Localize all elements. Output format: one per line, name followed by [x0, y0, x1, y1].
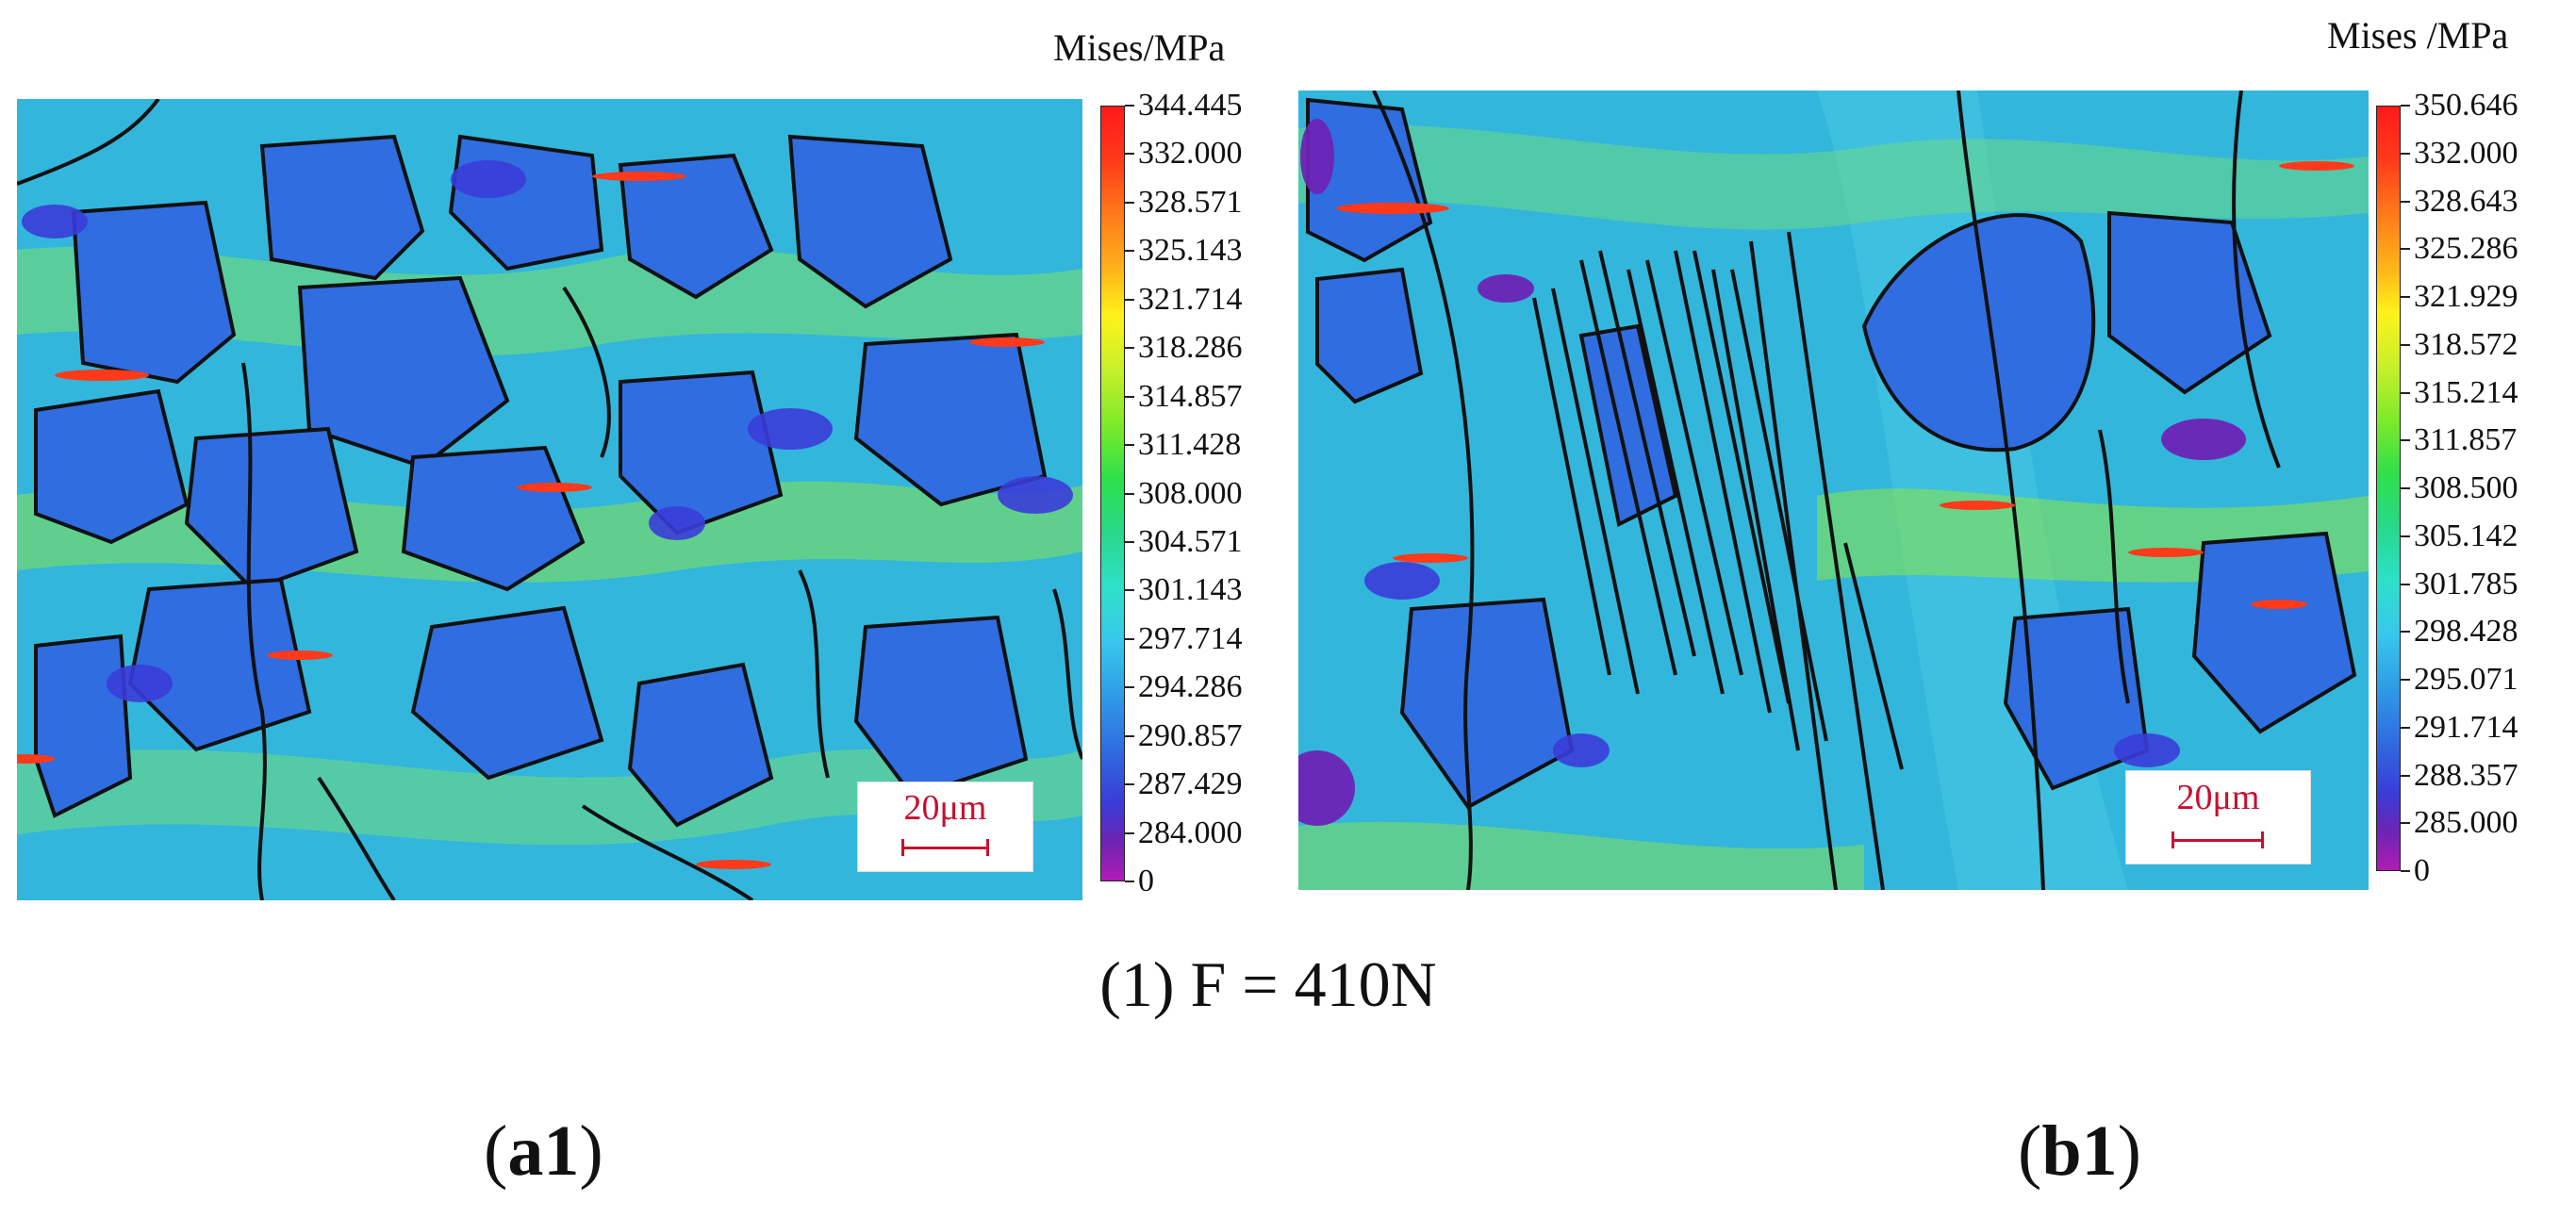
scale-bar-box-a1: 20μm: [857, 782, 1033, 872]
scale-bar-cap-right-b1: [2261, 831, 2264, 848]
colorbar-tick-mark-a1: [1125, 395, 1134, 398]
colorbar-tick-mark-a1: [1125, 881, 1134, 882]
subfigure-label-text-b1: b1: [2041, 1111, 2118, 1191]
colorbar-tick-label-b1: 288.357: [2414, 757, 2518, 793]
colorbar-tick-label-b1: 308.500: [2414, 470, 2518, 505]
colorbar-a1: [1100, 106, 1125, 881]
colorbar-tick-mark-a1: [1125, 444, 1134, 447]
colorbar-tick-mark-a1: [1125, 734, 1134, 737]
colorbar-tick-label-a1: 304.571: [1138, 523, 1243, 559]
grain-contour-a1: [17, 99, 1082, 900]
stress-map-a1: [17, 99, 1082, 900]
colorbar-title-b1: Mises /MPa: [2327, 14, 2509, 57]
colorbar-tick-mark-b1: [2401, 583, 2410, 585]
colorbar-tick-label-a1: 344.445: [1138, 88, 1243, 123]
colorbar-tick-mark-a1: [1125, 589, 1134, 592]
colorbar-tick-mark-a1: [1125, 686, 1134, 689]
colorbar-tick-mark-b1: [2401, 870, 2410, 872]
colorbar-tick-mark-b1: [2401, 343, 2410, 346]
colorbar-tick-label-a1: 301.143: [1138, 572, 1243, 608]
subfigure-label-a1: (a1): [484, 1111, 603, 1191]
colorbar-b1: [2376, 106, 2401, 871]
colorbar-tick-label-b1: 321.929: [2414, 279, 2518, 314]
colorbar-tick-mark-b1: [2401, 774, 2410, 777]
colorbar-tick-label-a1: 297.714: [1138, 620, 1243, 656]
colorbar-tick-label-a1: 328.571: [1138, 184, 1243, 220]
colorbar-tick-mark-b1: [2401, 487, 2410, 489]
grain-contour-b1: [1298, 91, 2369, 890]
stress-map-b1: [1298, 91, 2369, 890]
scale-bar-label-b1: 20μm: [2176, 778, 2260, 817]
colorbar-tick-mark-b1: [2401, 679, 2410, 681]
colorbar-tick-label-b1: 301.785: [2414, 566, 2518, 601]
colorbar-tick-label-b1: 325.286: [2414, 231, 2518, 267]
scale-bar-cap-right-a1: [986, 839, 989, 856]
colorbar-tick-label-a1: 311.428: [1138, 427, 1242, 463]
colorbar-tick-label-b1: 295.071: [2414, 662, 2518, 697]
colorbar-tick-label-b1: 332.000: [2414, 135, 2518, 171]
colorbar-tick-mark-a1: [1125, 783, 1134, 786]
colorbar-tick-label-b1: 305.142: [2414, 518, 2518, 553]
scale-bar-label-a1: 20μm: [903, 788, 987, 828]
colorbar-title-a1: Mises/MPa: [1053, 26, 1226, 69]
colorbar-tick-label-b1: 318.572: [2414, 326, 2518, 362]
colorbar-tick-mark-b1: [2401, 200, 2410, 203]
colorbar-tick-mark-b1: [2401, 248, 2410, 251]
colorbar-tick-mark-b1: [2401, 726, 2410, 729]
colorbar-tick-mark-b1: [2401, 152, 2410, 155]
colorbar-tick-label-a1: 0: [1138, 864, 1154, 898]
colorbar-tick-mark-b1: [2401, 296, 2410, 298]
colorbar-tick-label-a1: 308.000: [1138, 475, 1243, 511]
subfigure-label-b1: (b1): [2018, 1111, 2141, 1191]
colorbar-tick-mark-a1: [1125, 201, 1134, 204]
colorbar-tick-mark-a1: [1125, 347, 1134, 350]
scale-bar-box-b1: 20μm: [2125, 770, 2311, 864]
subfigure-label-text-a1: a1: [507, 1111, 580, 1191]
scale-bar-line-a1: [903, 847, 988, 849]
colorbar-tick-label-b1: 298.428: [2414, 614, 2518, 650]
colorbar-tick-label-a1: 290.857: [1138, 717, 1243, 753]
colorbar-tick-mark-b1: [2401, 105, 2410, 107]
colorbar-tick-mark-b1: [2401, 822, 2410, 825]
colorbar-tick-mark-a1: [1125, 105, 1134, 107]
colorbar-tick-mark-b1: [2401, 535, 2410, 537]
colorbar-tick-label-a1: 294.286: [1138, 669, 1243, 705]
colorbar-tick-mark-b1: [2401, 391, 2410, 394]
figure-caption: (1) F = 410N: [1099, 948, 1437, 1020]
colorbar-tick-mark-a1: [1125, 540, 1134, 543]
colorbar-tick-label-b1: 328.643: [2414, 183, 2518, 219]
scale-bar-cap-left-b1: [2171, 831, 2174, 848]
colorbar-tick-label-a1: 287.429: [1138, 766, 1243, 802]
colorbar-tick-mark-b1: [2401, 439, 2410, 442]
colorbar-tick-label-a1: 321.714: [1138, 281, 1243, 317]
colorbar-tick-label-b1: 291.714: [2414, 709, 2518, 745]
colorbar-tick-label-a1: 332.000: [1138, 136, 1243, 172]
colorbar-tick-label-b1: 285.000: [2414, 805, 2518, 841]
colorbar-tick-label-b1: 0: [2414, 853, 2430, 888]
colorbar-tick-mark-a1: [1125, 153, 1134, 156]
scale-bar-cap-left-a1: [901, 839, 904, 856]
colorbar-tick-mark-a1: [1125, 492, 1134, 495]
colorbar-tick-mark-b1: [2401, 631, 2410, 634]
colorbar-tick-mark-a1: [1125, 637, 1134, 640]
colorbar-tick-label-b1: 350.646: [2414, 88, 2518, 123]
scale-bar-line-b1: [2173, 839, 2263, 842]
colorbar-tick-label-a1: 318.286: [1138, 330, 1243, 366]
colorbar-tick-label-b1: 315.214: [2414, 374, 2518, 410]
colorbar-tick-label-a1: 314.857: [1138, 378, 1243, 414]
colorbar-tick-mark-a1: [1125, 831, 1134, 834]
colorbar-tick-label-a1: 325.143: [1138, 233, 1243, 269]
colorbar-tick-label-b1: 311.857: [2414, 422, 2518, 458]
colorbar-tick-label-a1: 284.000: [1138, 815, 1243, 850]
colorbar-tick-mark-a1: [1125, 250, 1134, 253]
colorbar-tick-mark-a1: [1125, 298, 1134, 301]
